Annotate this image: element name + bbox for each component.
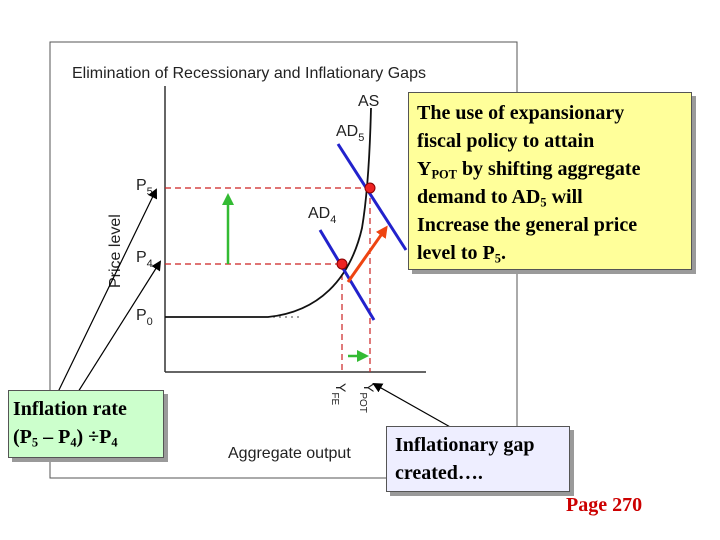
ad4-label: AD4: [308, 205, 336, 226]
ad-shift-arrow: [346, 225, 388, 283]
policy-callout: The use of expansionary fiscal policy to…: [408, 92, 692, 270]
price-label-p4: P4: [136, 249, 153, 270]
as-curve: [165, 107, 372, 318]
x-axis-label: Aggregate output: [228, 445, 351, 462]
gap-callout-pointer: [372, 383, 453, 429]
as-label: AS: [358, 93, 379, 110]
inflationary-gap-callout: Inflationary gap created….: [386, 426, 570, 492]
y-axis-label: Price level: [107, 214, 124, 288]
policy-callout-line-6: level to P5.: [417, 242, 506, 266]
price-label-p0: P0: [136, 307, 153, 328]
inflation-callout-pointer: [77, 260, 162, 393]
yfe-label: YFE: [329, 383, 349, 405]
figure-title: Elimination of Recessionary and Inflatio…: [72, 65, 426, 82]
gap-callout-line-1: Inflationary gap: [395, 434, 535, 456]
inflation-rate-callout: Inflation rate (P5 – P4) ÷P4: [8, 390, 164, 458]
policy-callout-line-3: YPOT by shifting aggregate: [417, 158, 641, 182]
inflation-callout-pointer-2: [57, 188, 158, 393]
policy-callout-line-1: The use of expansionary: [417, 102, 625, 124]
page-reference: Page 270: [566, 494, 643, 516]
policy-callout-line-2: fiscal policy to attain: [417, 130, 595, 152]
equilibrium-point-ad5: [364, 182, 376, 194]
inflation-callout-line-1: Inflation rate: [13, 398, 127, 420]
policy-callout-line-4: demand to AD5 will: [417, 186, 583, 210]
equilibrium-point-ad4: [336, 258, 348, 270]
ypot-label: YPOT: [357, 383, 377, 413]
ad5-curve: [336, 143, 408, 251]
ad4-curve: [318, 229, 376, 321]
ad5-label: AD5: [336, 123, 364, 144]
inflation-callout-formula: (P5 – P4) ÷P4: [13, 426, 118, 450]
gap-callout-line-2: created….: [395, 462, 483, 484]
policy-callout-line-5: Increase the general price: [417, 214, 638, 236]
